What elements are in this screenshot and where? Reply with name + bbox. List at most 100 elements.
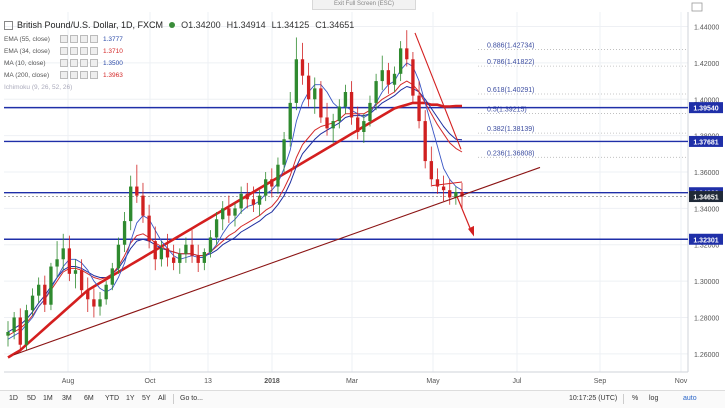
more-icon[interactable] — [90, 47, 98, 55]
candle — [104, 281, 108, 305]
candle — [423, 110, 427, 169]
close-icon[interactable] — [80, 35, 88, 43]
y-tick-label: 1.44000 — [694, 25, 719, 32]
candle — [86, 277, 90, 312]
candle-body — [24, 310, 29, 345]
candle-body — [319, 88, 323, 118]
indicator-value: 1.3500 — [103, 59, 123, 67]
range-1y-button[interactable]: 1Y — [126, 395, 135, 402]
candle-body — [435, 179, 440, 187]
candle-body — [92, 299, 96, 307]
price-level-label: 1.39540 — [693, 106, 718, 113]
candle-body — [110, 268, 114, 285]
candle — [73, 259, 78, 289]
indicator-row[interactable]: EMA (55, close) 1.3777 — [4, 33, 123, 45]
y-tick-label: 1.42000 — [694, 61, 719, 68]
settings-icon[interactable] — [70, 35, 78, 43]
candle-body — [423, 121, 427, 162]
candle — [356, 106, 360, 140]
candle-body — [325, 117, 329, 129]
indicator-row[interactable]: MA (10, close) 1.3500 — [4, 57, 123, 69]
candle-body — [392, 73, 397, 85]
candle-body — [141, 195, 145, 216]
indicator-value: 1.3963 — [103, 71, 123, 79]
chart-collapse-icon[interactable] — [4, 20, 13, 30]
indicator-row[interactable]: Ichimoku (9, 26, 52, 26) — [4, 81, 123, 93]
toolbar-divider — [173, 394, 174, 404]
falling-trendline — [414, 32, 462, 150]
candle-body — [398, 48, 403, 74]
indicator-name: EMA (55, close) — [4, 35, 50, 43]
more-icon[interactable] — [90, 59, 98, 67]
settings-icon[interactable] — [70, 47, 78, 55]
log-scale-button[interactable]: log — [649, 395, 659, 402]
visibility-icon[interactable] — [60, 59, 68, 67]
indicator-name: EMA (34, close) — [4, 47, 50, 55]
candle — [368, 95, 372, 127]
projection-arrow-head — [468, 225, 474, 237]
visibility-icon[interactable] — [60, 47, 68, 55]
candle-body — [6, 332, 10, 336]
rising-trendline — [13, 166, 541, 356]
candle — [18, 308, 22, 351]
range-3m-button[interactable]: 3M — [62, 395, 72, 402]
candle-body — [43, 284, 47, 305]
candle-body — [448, 190, 452, 198]
ohlc-low: L1.34125 — [271, 20, 310, 30]
range-5d-button[interactable]: 5D — [27, 395, 36, 402]
close-icon[interactable] — [80, 59, 88, 67]
visibility-icon[interactable] — [60, 71, 68, 79]
candle — [251, 186, 256, 212]
candle — [405, 30, 409, 67]
candle — [282, 132, 286, 172]
candle-body — [251, 199, 256, 205]
candle — [12, 312, 16, 340]
candle-body — [239, 193, 243, 209]
candle-body — [67, 248, 72, 274]
candle — [6, 321, 10, 347]
goto-date-button[interactable]: Go to... — [180, 395, 203, 402]
visibility-icon[interactable] — [60, 35, 68, 43]
candle — [276, 157, 280, 194]
indicator-row[interactable]: EMA (34, close) 1.3710 — [4, 45, 123, 57]
candle — [196, 244, 200, 272]
candle — [159, 241, 164, 267]
candle-body — [380, 70, 384, 82]
more-icon[interactable] — [90, 71, 98, 79]
range-all-button[interactable]: All — [158, 395, 166, 402]
percent-scale-button[interactable]: % — [632, 395, 639, 402]
exit-fullscreen-button[interactable]: Exit Full Screen (ESC) — [312, 0, 416, 10]
candle — [43, 275, 47, 312]
settings-icon[interactable] — [70, 71, 78, 79]
range-5y-button[interactable]: 5Y — [142, 395, 151, 402]
candle-body — [460, 192, 464, 197]
candle-body — [49, 266, 53, 305]
auto-scale-button[interactable]: auto — [683, 395, 697, 402]
candle — [306, 62, 311, 107]
range-1d-button[interactable]: 1D — [9, 395, 18, 402]
close-icon[interactable] — [80, 71, 88, 79]
x-tick-label: Nov — [675, 378, 688, 385]
candle — [319, 81, 323, 123]
range-6m-button[interactable]: 6M — [84, 395, 94, 402]
candle — [214, 212, 219, 245]
candle — [239, 186, 243, 214]
candle — [380, 55, 384, 91]
candle — [337, 99, 341, 129]
range-ytd-button[interactable]: YTD — [105, 395, 119, 402]
fib-level-label: 0.886(1.42734) — [487, 43, 534, 50]
candle-body — [374, 81, 378, 103]
candle — [343, 84, 348, 114]
candle-body — [196, 255, 200, 263]
range-1m-button[interactable]: 1M — [43, 395, 53, 402]
more-icon[interactable] — [90, 35, 98, 43]
candle — [264, 172, 268, 202]
fib-level-label: 0.5(1.39215) — [487, 107, 527, 114]
close-icon[interactable] — [80, 47, 88, 55]
candle — [49, 262, 53, 311]
settings-icon[interactable] — [70, 59, 78, 67]
candle-body — [178, 253, 182, 263]
candle-body — [190, 244, 194, 256]
indicator-row[interactable]: MA (200, close) 1.3963 — [4, 69, 123, 81]
